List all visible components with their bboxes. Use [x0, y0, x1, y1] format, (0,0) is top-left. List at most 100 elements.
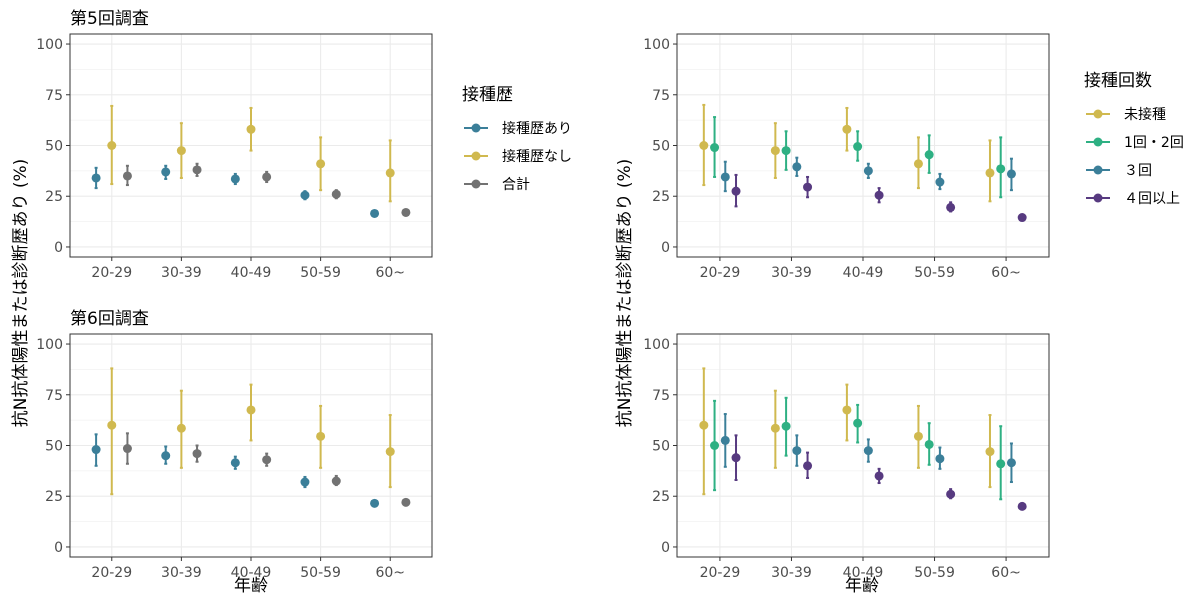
x-tick-label: 50-59: [914, 565, 955, 581]
data-point: [246, 124, 256, 134]
data-point: [913, 431, 923, 441]
y-tick-label: 75: [652, 88, 670, 104]
y-tick-label: 75: [652, 388, 670, 404]
data-point: [385, 447, 395, 457]
panel-border: [676, 333, 1050, 558]
data-point: [946, 489, 956, 499]
y-tick-label: 100: [643, 37, 670, 53]
data-point: [316, 159, 326, 169]
data-point: [91, 445, 101, 455]
panel-title: 第6回調査: [70, 309, 149, 329]
y-tick-label: 50: [652, 439, 670, 455]
panel-tl: 0 25 50 75 100 20-29 30-39 40-49 50-59 60~ 第5回調査接種…: [36, 9, 572, 281]
x-tick-label: 20-29: [91, 565, 132, 581]
panel-border: [69, 33, 433, 258]
data-point: [996, 164, 1006, 174]
panel-border: [676, 33, 1050, 258]
data-point: [331, 476, 341, 486]
data-point: [731, 453, 741, 463]
legend-title: 接種歴: [462, 85, 513, 105]
x-tick-label: 30-39: [161, 265, 202, 281]
data-point: [803, 182, 813, 192]
data-point: [863, 166, 873, 176]
series-2: [720, 413, 1016, 484]
legend-label: 1回・2回: [1124, 135, 1184, 151]
data-point: [699, 141, 709, 150]
series-0: [699, 103, 995, 203]
y-tick-label: 75: [45, 88, 63, 104]
series-2: [720, 156, 1016, 193]
data-point: [107, 141, 117, 150]
data-point: [370, 498, 380, 508]
data-point: [996, 459, 1006, 469]
data-point: [720, 172, 730, 182]
series-2: [122, 162, 411, 217]
data-point: [246, 405, 256, 415]
x-tick-label: 60~: [991, 265, 1021, 281]
legend-label: 合計: [502, 177, 530, 193]
y-tick-label: 0: [54, 540, 63, 556]
legend-label: ４回以上: [1124, 191, 1180, 207]
x-tick-label: 60~: [991, 565, 1021, 581]
panel-br: 0 25 50 75 100 20-29 30-39 40-49 50-59 60~: [643, 333, 1050, 581]
data-point: [230, 458, 240, 468]
legend-title: 接種回数: [1084, 71, 1152, 91]
data-point: [935, 454, 945, 464]
x-tick-label: 30-39: [771, 265, 812, 281]
legend-key-point: [1093, 109, 1103, 119]
data-point: [699, 420, 709, 430]
data-point: [331, 189, 341, 199]
data-point: [770, 146, 780, 156]
x-axis-title-right: 年齢: [845, 576, 879, 596]
data-point: [924, 439, 934, 449]
panels: 0 25 50 75 100 20-29 30-39 40-49 50-59 60~ 第5回調査接種…: [36, 9, 1184, 581]
data-point: [770, 423, 780, 433]
y-tick-label: 0: [661, 240, 670, 256]
x-tick-label: 30-39: [161, 565, 202, 581]
panel-title: 第5回調査: [70, 9, 149, 29]
data-point: [1006, 169, 1016, 179]
y-tick-label: 100: [36, 37, 63, 53]
data-point: [853, 418, 863, 428]
data-point: [874, 190, 884, 200]
x-tick-label: 50-59: [300, 565, 341, 581]
data-point: [300, 477, 310, 487]
data-point: [985, 168, 995, 178]
series-0: [91, 433, 380, 508]
x-tick-label: 20-29: [91, 265, 132, 281]
data-point: [792, 446, 802, 456]
data-point: [842, 405, 852, 415]
y-tick-label: 50: [45, 439, 63, 455]
data-point: [230, 174, 240, 184]
series-3: [731, 173, 1027, 223]
y-tick-label: 100: [36, 337, 63, 353]
data-point: [161, 451, 171, 461]
data-point: [781, 146, 791, 156]
y-tick-label: 25: [652, 489, 670, 505]
x-axis-title-left: 年齢: [234, 576, 268, 596]
data-point: [710, 441, 720, 450]
data-point: [731, 186, 741, 196]
data-point: [924, 150, 934, 160]
panel-tr: 0 25 50 75 100 20-29 30-39 40-49 50-59 60~ 接種回数未接種…: [643, 33, 1184, 281]
x-tick-label: 20-29: [700, 565, 741, 581]
y-tick-label: 0: [661, 540, 670, 556]
x-tick-label: 60~: [375, 565, 405, 581]
data-point: [192, 449, 202, 459]
data-point: [792, 162, 802, 172]
legend-key-point: [1093, 137, 1103, 147]
data-point: [262, 172, 272, 182]
y-tick-label: 50: [652, 139, 670, 155]
panel-bl: 0 25 50 75 100 20-29 30-39 40-49 50-59 60~ 第6回調査: [36, 309, 433, 581]
series-2: [122, 432, 411, 507]
legend-key-point: [471, 123, 481, 133]
data-point: [842, 124, 852, 134]
y-axis-title-right: 抗N抗体陽性または診断歴あり (%): [615, 159, 635, 428]
data-point: [720, 435, 730, 445]
data-point: [853, 142, 863, 152]
legend-key-point: [471, 151, 481, 161]
x-tick-label: 30-39: [771, 565, 812, 581]
x-tick-label: 40-49: [843, 565, 884, 581]
